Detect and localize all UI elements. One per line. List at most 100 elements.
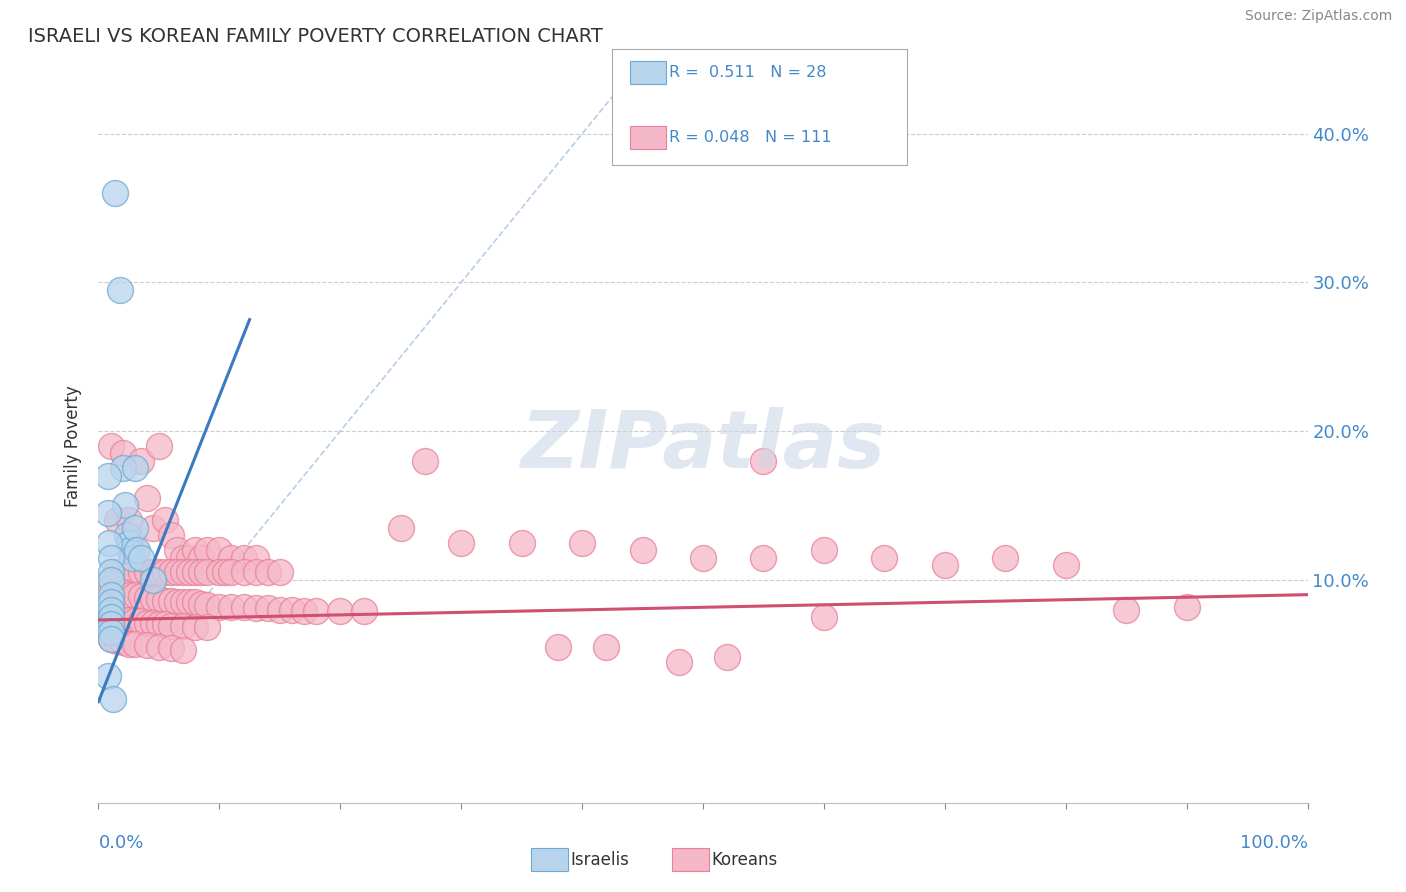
Point xyxy=(389,521,412,535)
Point xyxy=(111,613,134,627)
Point xyxy=(105,513,128,527)
Point xyxy=(873,550,896,565)
Point xyxy=(450,535,472,549)
Point xyxy=(190,550,212,565)
Point xyxy=(153,617,176,632)
Point xyxy=(269,602,291,616)
Point xyxy=(160,593,183,607)
Point xyxy=(97,669,120,683)
Point xyxy=(124,637,146,651)
Point xyxy=(329,604,352,618)
Point xyxy=(179,566,201,580)
Point xyxy=(166,595,188,609)
Point xyxy=(232,599,254,614)
Point xyxy=(142,566,165,580)
Point xyxy=(256,566,278,580)
Point xyxy=(118,637,141,651)
Point xyxy=(100,439,122,453)
Point xyxy=(195,598,218,612)
Point xyxy=(100,550,122,565)
Text: 100.0%: 100.0% xyxy=(1240,834,1308,852)
Point xyxy=(752,550,775,565)
Point xyxy=(232,550,254,565)
Point xyxy=(121,550,143,565)
Point xyxy=(100,588,122,602)
Text: 0.0%: 0.0% xyxy=(98,834,143,852)
Text: Israelis: Israelis xyxy=(571,851,630,869)
Point xyxy=(160,619,183,633)
Point xyxy=(129,550,152,565)
Point xyxy=(934,558,956,572)
Point xyxy=(813,610,835,624)
Point xyxy=(105,583,128,598)
Point xyxy=(118,588,141,602)
Point xyxy=(100,632,122,647)
Point xyxy=(413,454,436,468)
Point xyxy=(100,610,122,624)
Point xyxy=(100,632,122,647)
Point xyxy=(118,535,141,549)
Point xyxy=(179,595,201,609)
Point xyxy=(118,613,141,627)
Point xyxy=(100,617,122,632)
Point xyxy=(305,604,328,618)
Point xyxy=(135,638,157,652)
Point xyxy=(100,602,122,616)
Point xyxy=(547,640,569,654)
Point xyxy=(571,535,593,549)
Point xyxy=(160,566,183,580)
Point xyxy=(111,461,134,475)
Point xyxy=(172,642,194,657)
Point xyxy=(118,513,141,527)
Point xyxy=(179,550,201,565)
Point xyxy=(184,566,207,580)
Point xyxy=(118,543,141,558)
Point xyxy=(172,619,194,633)
Point xyxy=(100,566,122,580)
Point xyxy=(124,588,146,602)
Point xyxy=(97,506,120,520)
Point xyxy=(510,535,533,549)
Point xyxy=(172,566,194,580)
Text: ZIPatlas: ZIPatlas xyxy=(520,407,886,485)
Point xyxy=(994,550,1017,565)
Point xyxy=(166,543,188,558)
Point xyxy=(245,601,267,615)
Point xyxy=(190,597,212,611)
Point xyxy=(148,566,170,580)
Point xyxy=(105,633,128,648)
Text: R =  0.511   N = 28: R = 0.511 N = 28 xyxy=(669,65,827,79)
Point xyxy=(111,584,134,599)
Point xyxy=(208,566,231,580)
Point xyxy=(129,454,152,468)
Point xyxy=(98,535,121,549)
Point xyxy=(111,635,134,649)
Point xyxy=(160,641,183,656)
Point xyxy=(129,589,152,603)
Point xyxy=(221,566,243,580)
Point xyxy=(105,566,128,580)
Point xyxy=(631,543,654,558)
Y-axis label: Family Poverty: Family Poverty xyxy=(65,385,83,507)
Point xyxy=(111,446,134,460)
Point xyxy=(124,615,146,629)
Point xyxy=(148,640,170,654)
Point xyxy=(184,595,207,609)
Point xyxy=(135,566,157,580)
Point xyxy=(148,439,170,453)
Point xyxy=(752,454,775,468)
Text: ISRAELI VS KOREAN FAMILY POVERTY CORRELATION CHART: ISRAELI VS KOREAN FAMILY POVERTY CORRELA… xyxy=(28,27,603,45)
Point xyxy=(129,566,152,580)
Point xyxy=(100,595,122,609)
Point xyxy=(100,580,122,594)
Point xyxy=(172,550,194,565)
Point xyxy=(100,573,122,587)
Point xyxy=(124,521,146,535)
Point xyxy=(148,617,170,632)
Point xyxy=(148,592,170,607)
Point xyxy=(104,186,127,201)
Point xyxy=(232,566,254,580)
Point xyxy=(142,573,165,587)
Point xyxy=(142,615,165,630)
Point xyxy=(124,543,146,558)
